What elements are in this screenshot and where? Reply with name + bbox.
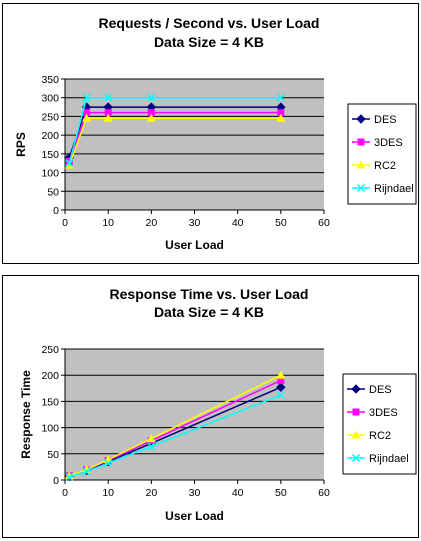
x-tick-label: 60	[318, 487, 330, 499]
data-point	[277, 376, 285, 384]
series-rijndael	[65, 93, 285, 168]
legend-entry: DES	[374, 114, 397, 126]
x-axis-label: User Load	[165, 509, 224, 523]
x-tick-label: 0	[62, 487, 68, 499]
y-tick-label: 150	[41, 149, 59, 161]
data-point	[83, 109, 91, 117]
y-tick-label: 100	[41, 168, 59, 180]
legend-entry: 3DES	[374, 137, 403, 149]
legend-entry: RC2	[369, 430, 391, 442]
legend-entry: 3DES	[369, 407, 398, 419]
legend-entry: RC2	[374, 160, 396, 172]
y-tick-label: 350	[41, 74, 59, 86]
y-tick-label: 200	[41, 370, 59, 382]
chart-subtitle: Data Size = 4 KB	[154, 34, 264, 50]
data-point	[147, 442, 156, 451]
y-tick-label: 250	[41, 344, 59, 356]
x-tick-label: 60	[318, 217, 330, 229]
legend-marker	[351, 384, 361, 394]
plot-area	[65, 349, 324, 480]
legend-entry: Rijndael	[369, 453, 409, 465]
data-point	[276, 370, 286, 379]
y-tick-label: 0	[53, 475, 59, 487]
data-point	[64, 471, 74, 480]
legend-entry: Rijndael	[374, 183, 414, 195]
chart-subtitle: Data Size = 4 KB	[154, 304, 264, 320]
series-rijndael	[65, 391, 285, 481]
y-tick-label: 50	[47, 449, 59, 461]
y-tick-label: 250	[41, 111, 59, 123]
data-point	[277, 109, 285, 117]
legend-marker	[356, 183, 366, 193]
legend-marker	[351, 453, 361, 463]
data-point	[64, 160, 74, 169]
legend-marker	[351, 430, 361, 439]
legend-entry: DES	[369, 384, 392, 396]
y-tick-label: 200	[41, 130, 59, 142]
x-tick-label: 10	[102, 217, 114, 229]
x-tick-label: 40	[232, 487, 244, 499]
data-point	[82, 113, 92, 122]
data-point	[104, 459, 113, 468]
y-tick-label: 300	[41, 93, 59, 105]
y-axis-label: Response Time	[19, 370, 33, 459]
y-tick-label: 0	[53, 205, 59, 217]
y-tick-label: 50	[47, 186, 59, 198]
data-point	[147, 93, 156, 102]
data-point	[276, 382, 286, 392]
x-tick-label: 0	[62, 217, 68, 229]
x-tick-label: 20	[145, 487, 157, 499]
x-tick-label: 30	[189, 487, 201, 499]
data-point	[103, 113, 113, 122]
legend-marker	[357, 138, 365, 146]
data-point	[82, 93, 91, 102]
chart-panel-response-time: Response Time vs. User Load Data Size = 4…	[2, 275, 419, 538]
data-point	[276, 93, 285, 102]
data-point	[276, 391, 285, 400]
data-point	[104, 93, 113, 102]
x-tick-label: 40	[232, 217, 244, 229]
data-point	[65, 472, 74, 481]
data-point	[82, 467, 91, 476]
data-point	[276, 113, 286, 122]
series-rc2	[64, 113, 286, 169]
response-time-chart: Response Time vs. User Load Data Size = 4…	[19, 286, 417, 523]
data-point	[65, 159, 74, 168]
chart-title: Response Time vs. User Load	[110, 286, 309, 302]
data-point	[147, 109, 155, 117]
x-tick-label: 10	[102, 487, 114, 499]
y-axis-label: RPS	[14, 132, 28, 157]
plot-area	[65, 79, 324, 210]
data-point	[104, 109, 112, 117]
y-tick-label: 100	[41, 423, 59, 435]
chart-panel-rps: Requests / Second vs. User Load Data Size…	[2, 3, 419, 264]
y-tick-label: 150	[41, 396, 59, 408]
x-tick-label: 30	[189, 217, 201, 229]
x-tick-label: 20	[145, 217, 157, 229]
chart-title: Requests / Second vs. User Load	[99, 15, 320, 31]
legend-marker	[356, 160, 366, 169]
data-point	[146, 434, 156, 443]
rps-chart: Requests / Second vs. User Load Data Size…	[14, 15, 417, 252]
x-tick-label: 50	[275, 217, 287, 229]
data-point	[146, 113, 156, 122]
legend-marker	[352, 408, 360, 416]
x-axis-label: User Load	[165, 238, 224, 252]
x-tick-label: 50	[275, 487, 287, 499]
legend-marker	[356, 114, 366, 124]
